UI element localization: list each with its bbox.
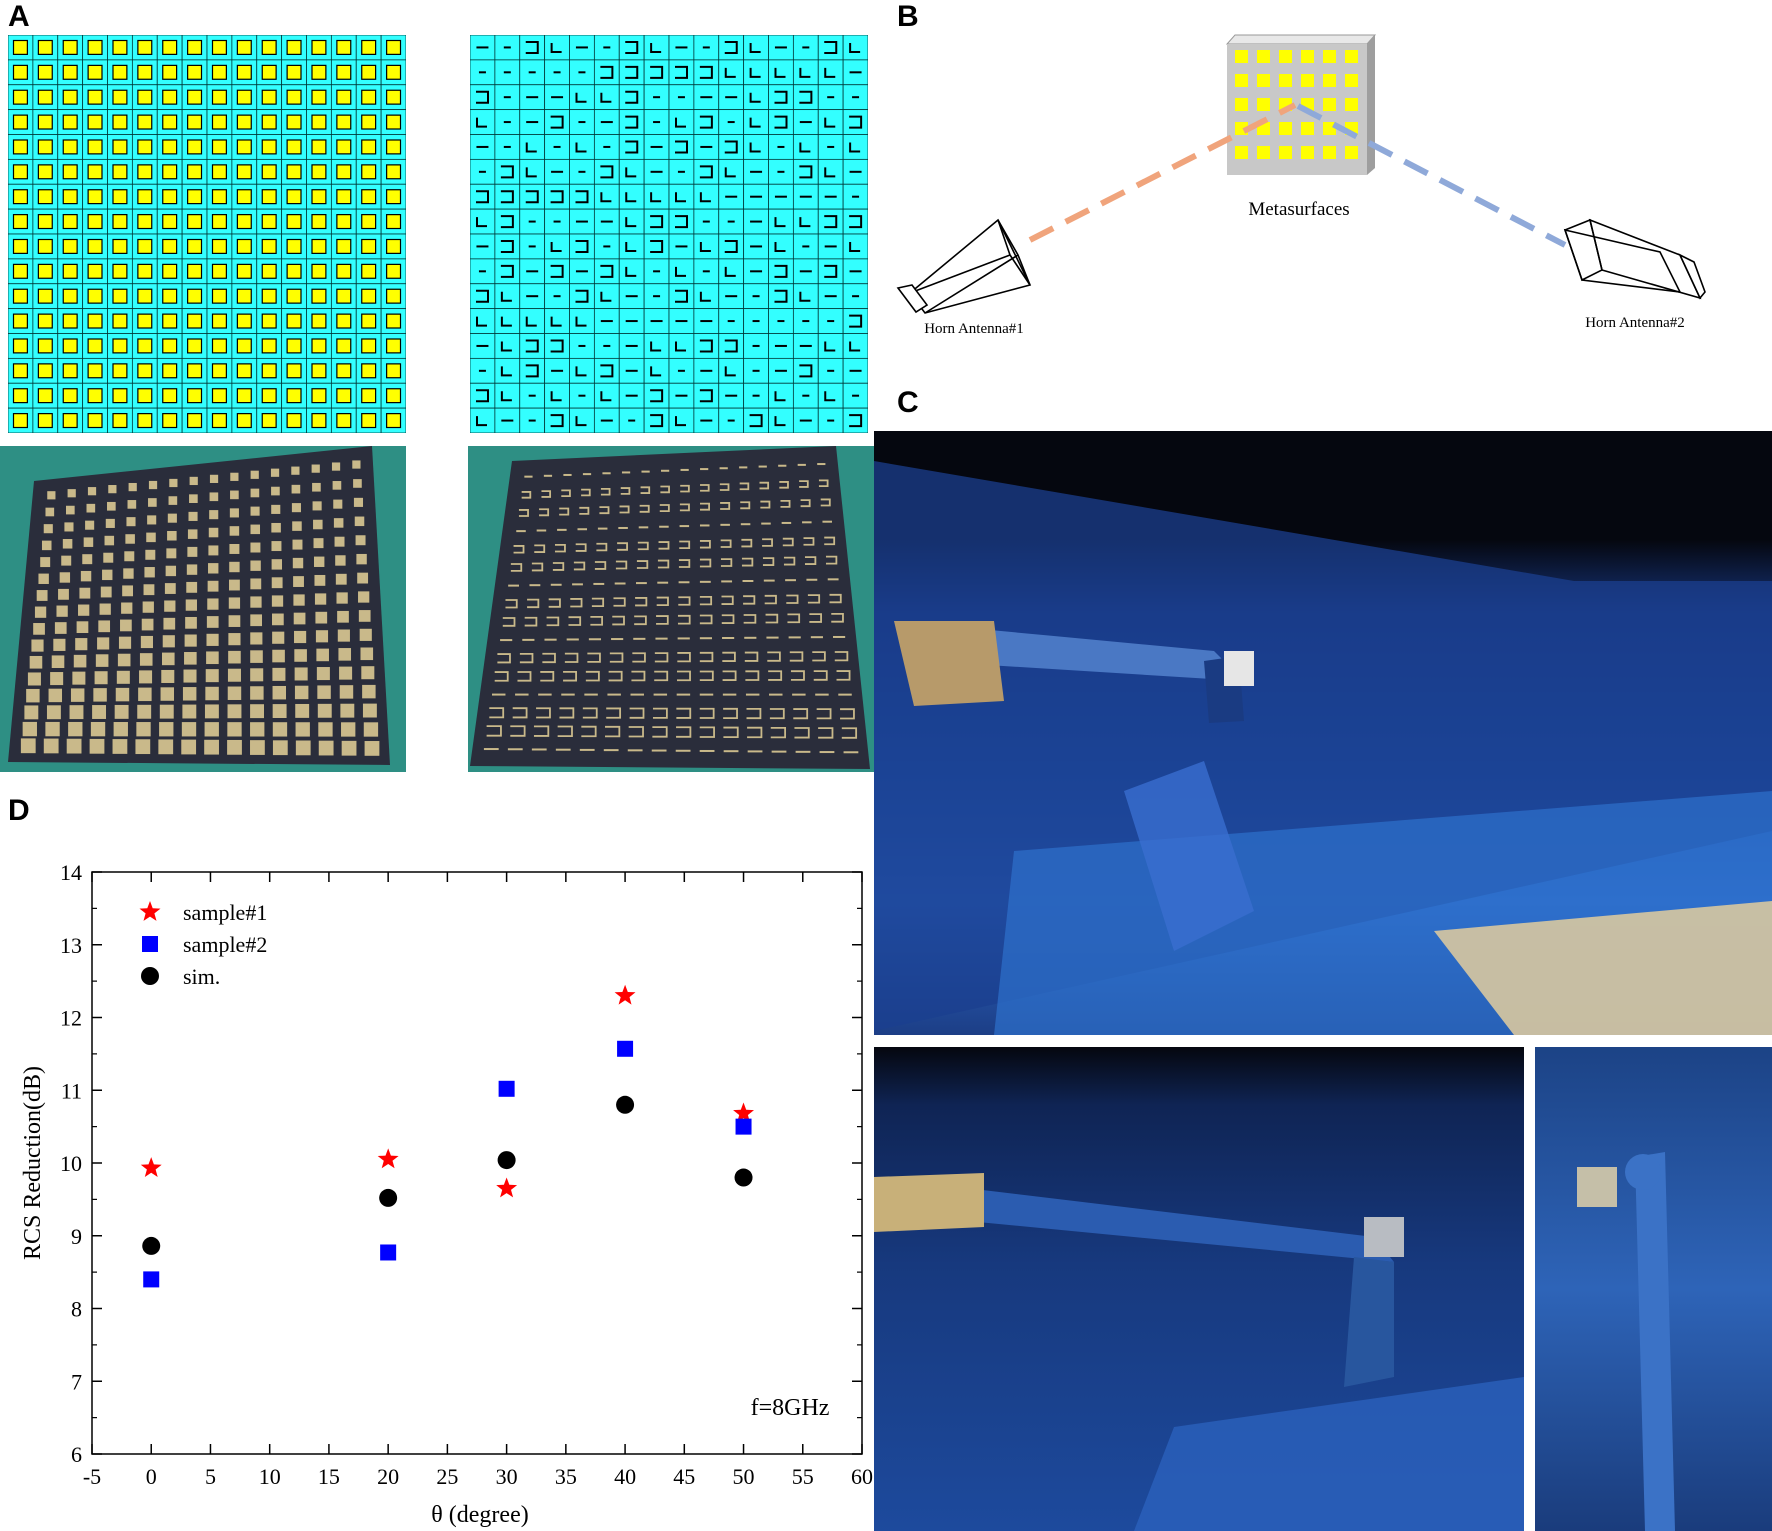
x-tick-label: 30 bbox=[496, 1464, 518, 1489]
legend-marker-circle bbox=[141, 967, 159, 985]
x-tick-label: 50 bbox=[733, 1464, 755, 1489]
x-tick-label: 40 bbox=[614, 1464, 636, 1489]
x-tick-label: 45 bbox=[673, 1464, 695, 1489]
measurement-setup-diagram: Metasurfaces Horn Antenna#1 Horn Antenna… bbox=[896, 34, 1706, 337]
panel-letter-a: A bbox=[8, 0, 30, 33]
legend-label: sample#1 bbox=[183, 900, 267, 925]
coded-metasurface-layout bbox=[470, 35, 868, 433]
x-tick-label: 35 bbox=[555, 1464, 577, 1489]
x-tick-label: 60 bbox=[851, 1464, 873, 1489]
data-point-square bbox=[735, 1118, 752, 1135]
x-axis-label: θ (degree) bbox=[431, 1502, 528, 1528]
data-point-circle bbox=[734, 1168, 753, 1187]
reflected-beam bbox=[1296, 103, 1567, 248]
y-axis-label: RCS Reduction(dB) bbox=[20, 1066, 46, 1260]
metasurfaces-label: Metasurfaces bbox=[1248, 199, 1349, 220]
y-tick-label: 12 bbox=[60, 1006, 82, 1031]
y-tick-label: 13 bbox=[60, 933, 82, 958]
data-point-circle bbox=[616, 1095, 635, 1114]
y-tick-label: 7 bbox=[71, 1369, 82, 1394]
panel-letter-c: C bbox=[897, 386, 919, 419]
plot-area bbox=[91, 871, 863, 1455]
y-tick-label: 14 bbox=[60, 860, 82, 885]
horn-antenna-1-label: Horn Antenna#1 bbox=[924, 321, 1024, 337]
x-tick-label: 0 bbox=[146, 1464, 157, 1489]
photo-sample-2 bbox=[468, 446, 874, 772]
horn-antenna-2-icon bbox=[1563, 218, 1706, 300]
panel-letter-b: B bbox=[897, 0, 919, 33]
data-point-square bbox=[498, 1080, 515, 1097]
uniform-metasurface-layout bbox=[8, 35, 406, 433]
x-tick-label: 5 bbox=[205, 1464, 216, 1489]
y-tick-label: 10 bbox=[60, 1151, 82, 1176]
incident-beam bbox=[1028, 102, 1297, 243]
data-point-star bbox=[140, 1157, 162, 1177]
y-tick-label: 8 bbox=[71, 1297, 82, 1322]
legend-marker-star bbox=[139, 901, 161, 921]
x-tick-label: 55 bbox=[792, 1464, 814, 1489]
photo-sample-1 bbox=[0, 446, 406, 772]
x-tick-label: 25 bbox=[436, 1464, 458, 1489]
photo-sample-mount bbox=[1535, 1047, 1772, 1531]
x-tick-label: 10 bbox=[259, 1464, 281, 1489]
legend-marker-square bbox=[142, 936, 158, 952]
horn-antenna-2-label: Horn Antenna#2 bbox=[1585, 315, 1685, 331]
y-tick-label: 9 bbox=[71, 1224, 82, 1249]
data-point-circle bbox=[497, 1151, 516, 1170]
data-point-square bbox=[617, 1040, 634, 1057]
horn-antenna-1-icon bbox=[896, 218, 1032, 314]
y-tick-label: 11 bbox=[61, 1078, 82, 1103]
photo-chamber-arm bbox=[874, 1047, 1524, 1531]
data-point-square bbox=[143, 1271, 160, 1288]
panel-letter-d: D bbox=[8, 794, 30, 827]
x-tick-label: 20 bbox=[377, 1464, 399, 1489]
frequency-annotation: f=8GHz bbox=[751, 1395, 830, 1421]
y-tick-label: 6 bbox=[71, 1442, 82, 1467]
data-point-star bbox=[614, 984, 636, 1005]
x-tick-label: -5 bbox=[83, 1464, 101, 1489]
data-point-star bbox=[496, 1177, 518, 1198]
metasurface-plate bbox=[1225, 34, 1377, 175]
rcs-reduction-chart: 6 7 8 9 10 11 12 13 14 -5 0 5 10 15 20 25 30 35 40 45 50 55 6… bbox=[20, 860, 873, 1528]
photo-chamber-overview bbox=[874, 431, 1772, 1035]
legend-label: sim. bbox=[183, 964, 220, 989]
data-point-circle bbox=[142, 1236, 161, 1255]
data-point-circle bbox=[379, 1188, 398, 1207]
data-point-square bbox=[380, 1244, 397, 1261]
data-point-star bbox=[733, 1102, 754, 1123]
legend-label: sample#2 bbox=[183, 932, 267, 957]
data-point-star bbox=[377, 1148, 399, 1169]
x-tick-label: 15 bbox=[318, 1464, 340, 1489]
